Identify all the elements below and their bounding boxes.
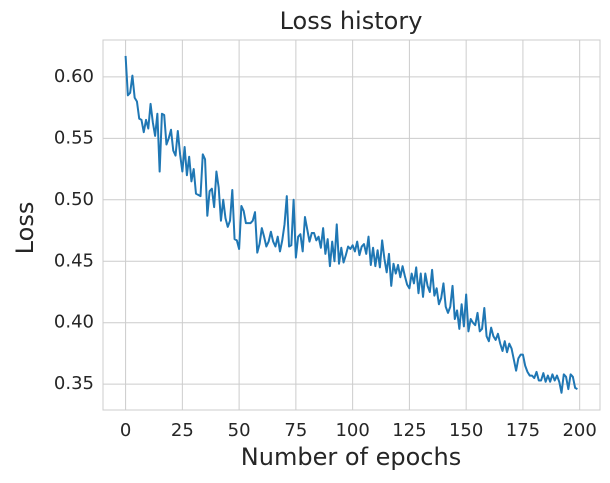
x-axis-label: Number of epochs [241,443,461,471]
chart-title: Loss history [280,7,423,35]
x-tick-label: 125 [392,420,426,441]
x-tick-label: 75 [284,420,307,441]
y-tick-label: 0.40 [54,312,94,333]
x-tick-label: 25 [171,420,194,441]
y-axis-label: Loss [11,202,39,255]
x-tick-label: 100 [335,420,369,441]
x-tick-label: 200 [562,420,596,441]
y-tick-label: 0.60 [54,66,94,87]
x-tick-label: 0 [120,420,131,441]
x-tick-label: 150 [449,420,483,441]
y-tick-label: 0.45 [54,250,94,271]
loss-line [124,55,578,394]
y-tick-label: 0.50 [54,189,94,210]
plot-frame [102,39,601,411]
y-tick-label: 0.35 [54,373,94,394]
y-tick-label: 0.55 [54,127,94,148]
x-tick-label: 175 [506,420,540,441]
x-tick-label: 50 [228,420,251,441]
